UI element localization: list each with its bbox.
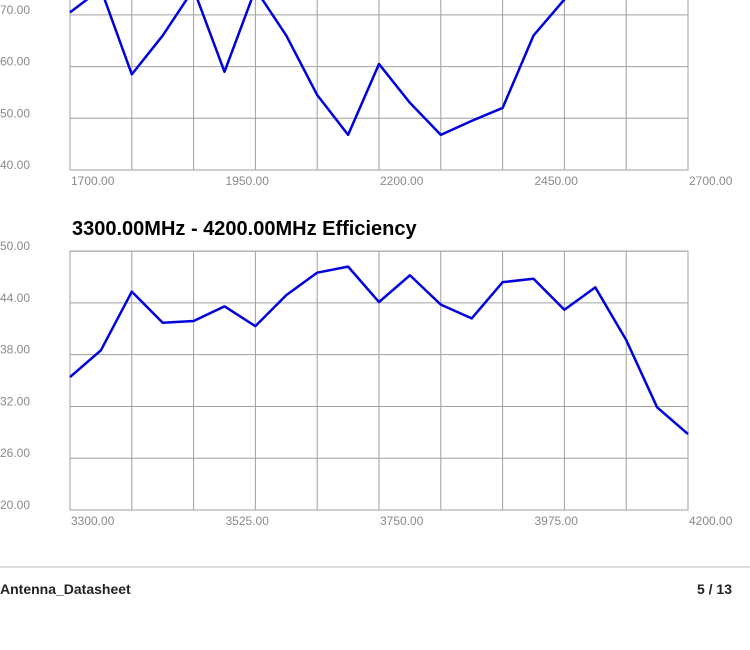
- y-tick-label: 60.00: [0, 55, 30, 69]
- x-tick-label: 4200.00: [689, 514, 733, 528]
- y-tick-label: 32.00: [0, 394, 30, 408]
- chart-title: 3300.00MHz - 4200.00MHz Efficiency: [72, 218, 417, 240]
- x-tick-label: 2450.00: [535, 174, 579, 188]
- y-tick-label: 70.00: [0, 3, 30, 17]
- y-tick-label: 38.00: [0, 343, 30, 357]
- x-tick-label: 3750.00: [380, 514, 424, 528]
- x-tick-label: 3300.00: [71, 514, 115, 528]
- footer-document: Antenna_Datasheet: [0, 581, 131, 597]
- x-tick-label: 1700.00: [71, 174, 115, 188]
- y-tick-label: 20.00: [0, 498, 30, 512]
- footer-page: 5 / 13: [697, 581, 732, 597]
- plot-border: [69, 0, 689, 171]
- x-tick-label: 3975.00: [535, 514, 579, 528]
- efficiency-line: [69, 0, 566, 137]
- x-tick-label: 2200.00: [380, 174, 424, 188]
- y-tick-label: 50.00: [0, 106, 30, 120]
- y-tick-label: 50.00: [0, 239, 30, 253]
- plot-border: [69, 250, 689, 511]
- x-tick-label: 2700.00: [689, 174, 733, 188]
- y-tick-label: 26.00: [0, 446, 30, 460]
- y-tick-label: 40.00: [0, 158, 30, 172]
- y-tick-label: 44.00: [0, 291, 30, 305]
- x-tick-label: 3525.00: [226, 514, 270, 528]
- efficiency-line: [69, 265, 689, 436]
- x-tick-label: 1950.00: [226, 174, 270, 188]
